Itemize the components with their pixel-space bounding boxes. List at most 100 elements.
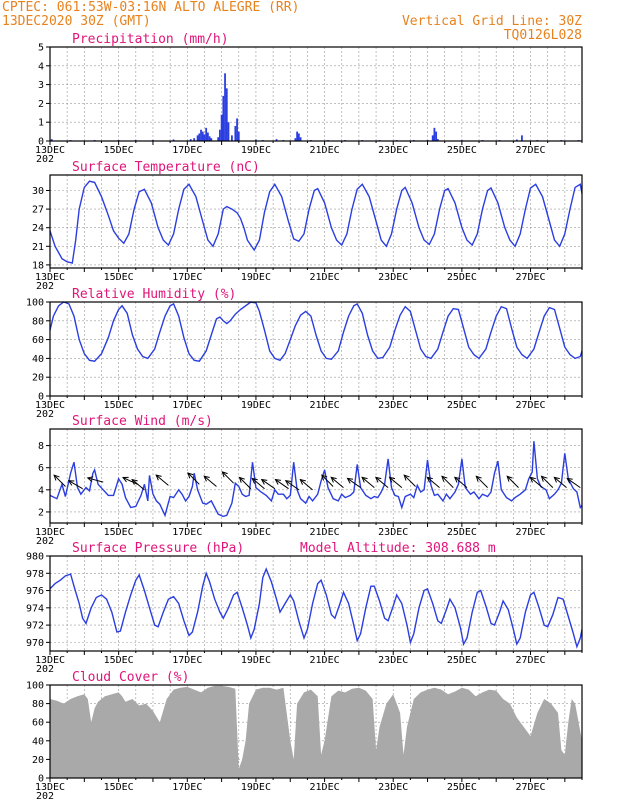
y-tick-label: 2 xyxy=(38,507,44,518)
wind-arrow xyxy=(403,474,416,487)
wind-arrow-head xyxy=(67,480,75,486)
wind-arrow-shaft xyxy=(506,475,519,488)
panel-precip: 0 1 2 3 4 5 13DEC 15DEC 17DEC 19DEC 21DEC 23DEC 25DE… xyxy=(35,32,583,165)
wind-arrow-shaft xyxy=(221,471,234,484)
x-year-label: 202 xyxy=(36,154,54,165)
x-tick-label: 15DEC xyxy=(104,655,134,666)
x-tick-label: 23DEC xyxy=(378,400,408,411)
wind-arrow xyxy=(299,478,313,491)
precip-bar xyxy=(231,135,233,141)
wind-arrow-head xyxy=(475,475,482,482)
y-tick-label: 2 xyxy=(38,99,44,110)
x-tick-label: 13DEC xyxy=(35,145,65,156)
wind-arrow xyxy=(553,476,567,488)
precip-bar xyxy=(255,139,257,141)
precip-bar xyxy=(189,139,192,141)
x-tick-label: 13DEC xyxy=(35,655,65,666)
wind-arrow xyxy=(274,478,289,490)
x-tick-label: 13DEC xyxy=(35,782,65,793)
precip-bar xyxy=(193,138,196,141)
precip-bar xyxy=(297,133,300,141)
panel-rh: 0 20 40 60 80 100 13DEC 15DEC 17DEC 19DEC 21DEC 23D… xyxy=(26,287,583,420)
y-tick-label: 1 xyxy=(38,118,44,129)
x-tick-label: 19DEC xyxy=(241,272,271,283)
wind-arrow xyxy=(441,475,454,488)
wind-arrow-shaft xyxy=(403,474,416,487)
wind-arrow-head xyxy=(155,474,162,481)
wind-arrow-head xyxy=(321,474,328,481)
precip-bar xyxy=(234,125,237,141)
y-tick-label: 0 xyxy=(38,774,44,785)
wind-arrow-shaft xyxy=(375,476,389,488)
panel-title: Surface Wind (m/s) xyxy=(72,414,213,429)
wind-arrow xyxy=(330,476,344,488)
y-tick-label: 974 xyxy=(26,603,44,614)
x-tick-label: 25DEC xyxy=(447,527,477,538)
x-year-label: 202 xyxy=(36,536,54,547)
x-tick-label: 23DEC xyxy=(378,145,408,156)
y-tick-label: 8 xyxy=(38,441,44,452)
rh-line xyxy=(49,301,583,362)
x-tick-label: 21DEC xyxy=(310,782,340,793)
wind-arrow xyxy=(122,476,138,485)
wind-arrow-head xyxy=(426,476,433,483)
y-tick-label: 60 xyxy=(32,718,44,729)
wind-arrow-shaft xyxy=(541,475,554,488)
x-tick-label: 15DEC xyxy=(104,782,134,793)
y-tick-label: 40 xyxy=(32,354,44,365)
wind-arrow xyxy=(566,477,581,489)
wind-arrow xyxy=(475,475,488,488)
wind-arrow-head xyxy=(187,472,194,479)
wind-arrow-shaft xyxy=(239,477,252,490)
wind-arrow xyxy=(284,480,300,491)
x-tick-label: 21DEC xyxy=(310,400,340,411)
wind-arrow-head xyxy=(122,476,129,483)
y-tick-label: 18 xyxy=(32,260,44,271)
x-tick-label: 13DEC xyxy=(35,400,65,411)
x-year-label: 202 xyxy=(36,281,54,292)
precip-bar xyxy=(201,131,204,141)
panel-frame xyxy=(49,46,583,142)
wind-arrow-shaft xyxy=(441,475,454,488)
panel-frame xyxy=(49,428,583,524)
x-tick-label: 13DEC xyxy=(35,527,65,538)
panel-wind: 2 4 6 8 13DEC 15DEC 17DEC 19DEC 21DEC 23DEC 25DEC 2… xyxy=(35,414,583,547)
wind-arrow xyxy=(238,476,252,490)
wind-arrow-head xyxy=(260,478,268,485)
wind-arrow-head xyxy=(238,476,245,483)
wind-arrow-shaft xyxy=(566,478,581,489)
x-tick-label: 25DEC xyxy=(447,145,477,156)
x-tick-label: 25DEC xyxy=(447,400,477,411)
wind-arrow-head xyxy=(441,475,448,482)
x-tick-label: 17DEC xyxy=(172,655,202,666)
y-tick-label: 80 xyxy=(32,316,44,327)
x-tick-label: 27DEC xyxy=(515,272,545,283)
y-tick-label: 100 xyxy=(26,681,44,692)
wind-arrow-shaft xyxy=(347,478,361,489)
precip-bar xyxy=(203,134,206,141)
wind-arrow-head xyxy=(53,474,60,481)
x-tick-label: 27DEC xyxy=(515,145,545,156)
x-tick-label: 19DEC xyxy=(241,527,271,538)
header-left-line1: CPTEC: 061:53W-03:16N ALTO ALEGRE (RR) xyxy=(2,0,299,15)
header-right-line1: Vertical Grid Line: 30Z xyxy=(402,14,582,29)
y-tick-label: 100 xyxy=(26,298,44,309)
wind-arrow-head xyxy=(274,478,282,485)
wind-arrow-head xyxy=(299,478,306,485)
panel-temp: 18 21 24 27 30 13DEC 15DEC 17DEC 19DEC 21DEC 23DEC… xyxy=(32,160,583,292)
wind-arrow-head xyxy=(403,474,410,481)
wind-arrow xyxy=(203,475,217,487)
wind-arrow-head xyxy=(221,471,228,478)
wind-arrow-head xyxy=(131,478,138,485)
y-tick-label: 980 xyxy=(26,552,44,563)
y-tick-label: 6 xyxy=(38,463,44,474)
wind-arrow-head xyxy=(566,477,573,484)
y-tick-label: 20 xyxy=(32,755,44,766)
panel-title: Relative Humidity (%) xyxy=(72,287,236,302)
wind-arrow-shaft xyxy=(389,476,403,488)
precip-bar xyxy=(224,73,226,141)
x-tick-label: 25DEC xyxy=(447,782,477,793)
y-tick-label: 4 xyxy=(38,61,44,72)
panel-cloud: 0 20 40 60 80 100 13DEC 15DEC 17DEC 19DEC 21DEC 23D… xyxy=(26,670,583,800)
wind-arrow-head xyxy=(374,476,382,483)
